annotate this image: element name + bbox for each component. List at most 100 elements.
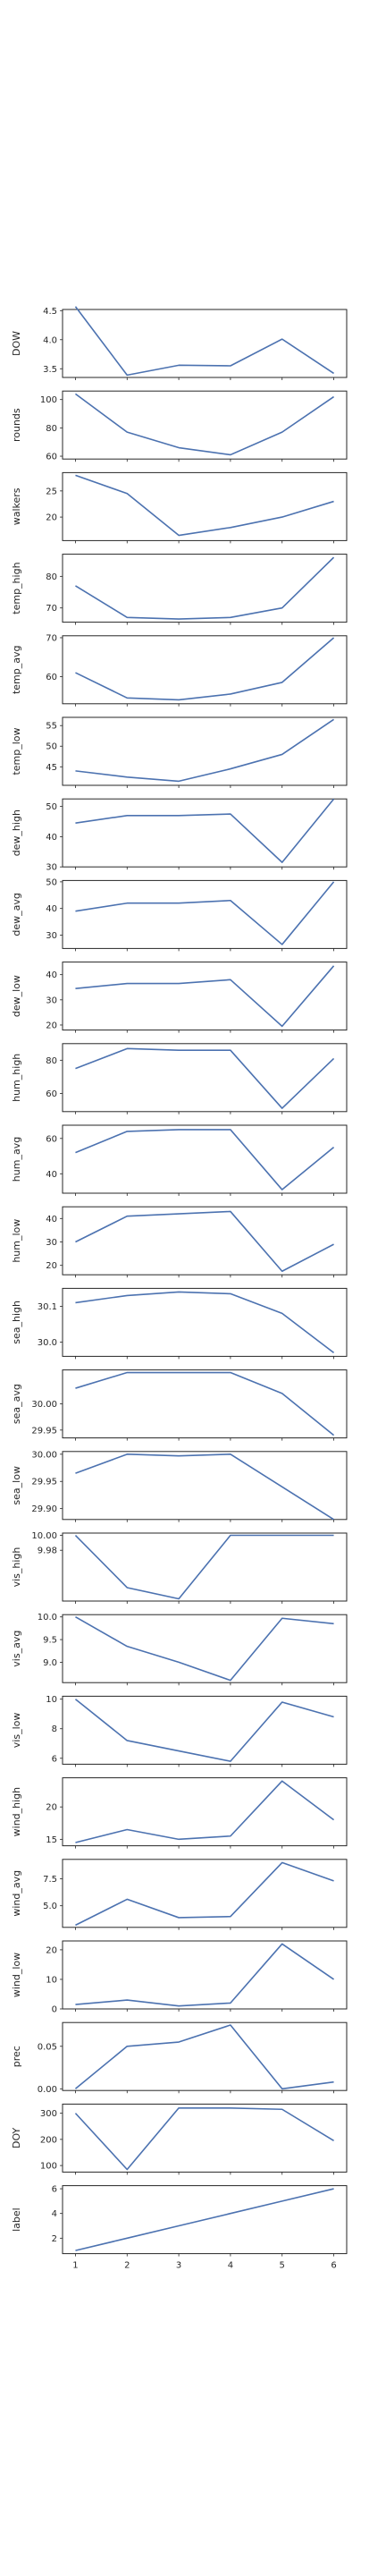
y-axis-label: sea_avg (11, 1384, 22, 1424)
axes-frame (62, 1614, 348, 1683)
series-line-dew_avg (75, 881, 335, 945)
y-tick-label: 80 (46, 572, 57, 582)
y-axis-label: vis_low (11, 1713, 22, 1749)
axes-frame (62, 2021, 348, 2091)
axes-frame (62, 635, 348, 705)
y-axis-label: wind_avg (11, 1870, 22, 1917)
axes-frame (62, 1695, 348, 1765)
panel-DOW: 3.5 4.0 4.5 DOW (11, 306, 348, 380)
y-tick-label: 9.0 (43, 1658, 57, 1668)
y-axis-label: dew_high (11, 809, 22, 856)
y-tick-label: 20 (46, 1261, 57, 1271)
axes-frame (62, 2103, 348, 2173)
series-line-DOW (74, 306, 334, 377)
y-tick-label: 60 (46, 673, 57, 682)
y-tick-label: 40 (46, 970, 57, 980)
x-tick-label: 2 (124, 2261, 130, 2271)
series-line-rounds (74, 393, 335, 456)
y-tick-label: 10 (46, 1695, 57, 1705)
axes-frame (62, 1859, 348, 1928)
y-tick-label: 80 (46, 424, 57, 434)
y-tick-label: 20 (46, 1021, 57, 1030)
y-tick-label: 45 (46, 763, 57, 773)
axes-frame (62, 554, 348, 623)
axes-frame (62, 879, 348, 949)
y-tick-label: 200 (40, 2135, 57, 2145)
panel-vis_low: 6 8 10 vis_low (11, 1695, 348, 1767)
y-axis-label: temp_avg (11, 646, 22, 695)
panel-hum_avg: 40 60 hum_avg (11, 1124, 348, 1196)
y-axis-label: sea_high (11, 1301, 22, 1344)
y-axis-label: temp_high (11, 562, 22, 614)
series-line-temp_avg (75, 637, 335, 701)
y-tick-label: 2 (52, 2234, 57, 2244)
panel-temp_high: 70 80 temp_high (11, 554, 348, 625)
x-tick-label: 3 (176, 2261, 181, 2271)
panel-dew_low: 20 30 40 dew_low (11, 962, 348, 1033)
y-tick-label: 30 (46, 931, 57, 941)
axes-frame (62, 1206, 348, 1275)
panel-temp_low: 45 50 55 temp_low (11, 716, 348, 788)
y-axis-label: DOY (11, 2127, 22, 2148)
y-tick-label: 60 (46, 1089, 57, 1099)
series-line-DOY (74, 2106, 334, 2171)
axes-frame (62, 1532, 348, 1602)
y-tick-label: 8 (52, 1724, 57, 1734)
y-axis-label: wind_high (11, 1787, 22, 1837)
y-tick-label: 30.0 (38, 1338, 57, 1348)
series-line-hum_low (75, 1210, 334, 1273)
y-tick-label: 40 (46, 1170, 57, 1180)
panel-label: 2 4 6 1 2 3 4 5 6 label (11, 2185, 348, 2271)
y-axis-label: temp_low (11, 727, 22, 775)
y-axis-label: hum_high (11, 1054, 22, 1102)
y-tick-label: 60 (46, 1134, 57, 1144)
y-axis-label: vis_avg (11, 1631, 22, 1667)
y-axis-label: prec (11, 2046, 22, 2067)
y-axis-label: dew_low (11, 975, 22, 1017)
y-tick-label: 0 (52, 2005, 57, 2015)
series-line-temp_high (75, 556, 335, 620)
series-line-temp_low (75, 718, 334, 783)
y-tick-label: 40 (46, 1215, 57, 1224)
y-axis-label: label (11, 2207, 22, 2232)
series-line-sea_low (75, 1453, 334, 1521)
panel-wind_avg: 5.0 7.5 wind_avg (11, 1859, 348, 1930)
series-line-wind_high (75, 1780, 335, 1843)
panel-vis_high: 9.98 10.00 vis_high (11, 1531, 348, 1604)
y-tick-label: 10.00 (31, 1531, 57, 1541)
y-tick-label: 15 (46, 1835, 57, 1845)
y-axis-label: dew_avg (11, 893, 22, 936)
panel-dew_high: 30 40 50 dew_high (11, 798, 348, 873)
axes-frame (62, 1369, 348, 1439)
y-tick-label: 40 (46, 904, 57, 914)
y-tick-label: 9.5 (43, 1636, 57, 1646)
series-line-wind_avg (75, 1861, 334, 1927)
axes-frame (62, 471, 348, 541)
panel-prec: 0.00 0.05 prec (11, 2021, 348, 2095)
y-tick-label: 3.5 (43, 365, 57, 375)
y-tick-label: 4.0 (43, 335, 57, 345)
y-tick-label: 30.00 (31, 1400, 57, 1410)
axes-frame (62, 1777, 348, 1847)
y-tick-label: 50 (46, 742, 57, 752)
axes-frame (62, 2185, 348, 2255)
y-tick-label: 4 (52, 2209, 57, 2219)
y-axis-label: wind_low (11, 1953, 22, 1997)
y-axis-label: sea_low (11, 1466, 22, 1505)
x-tick-label: 6 (331, 2261, 336, 2271)
x-tick-label: 1 (72, 2261, 78, 2271)
y-tick-label: 30.00 (31, 1450, 57, 1460)
y-tick-label: 7.5 (43, 1875, 57, 1885)
y-tick-label: 20 (46, 1803, 57, 1813)
panel-dew_avg: 30 40 50 dew_avg (11, 877, 348, 952)
y-axis-label: hum_avg (11, 1137, 22, 1182)
y-tick-label: 5.0 (43, 1902, 57, 1911)
y-tick-label: 55 (46, 722, 57, 732)
x-tick-label: 4 (228, 2261, 233, 2271)
series-line-dew_high (75, 798, 335, 863)
y-tick-label: 29.90 (31, 1504, 57, 1514)
y-tick-label: 30.1 (38, 1302, 57, 1312)
y-tick-label: 6 (52, 2185, 57, 2195)
y-tick-label: 30 (46, 1238, 57, 1248)
y-tick-label: 10.0 (38, 1613, 57, 1623)
